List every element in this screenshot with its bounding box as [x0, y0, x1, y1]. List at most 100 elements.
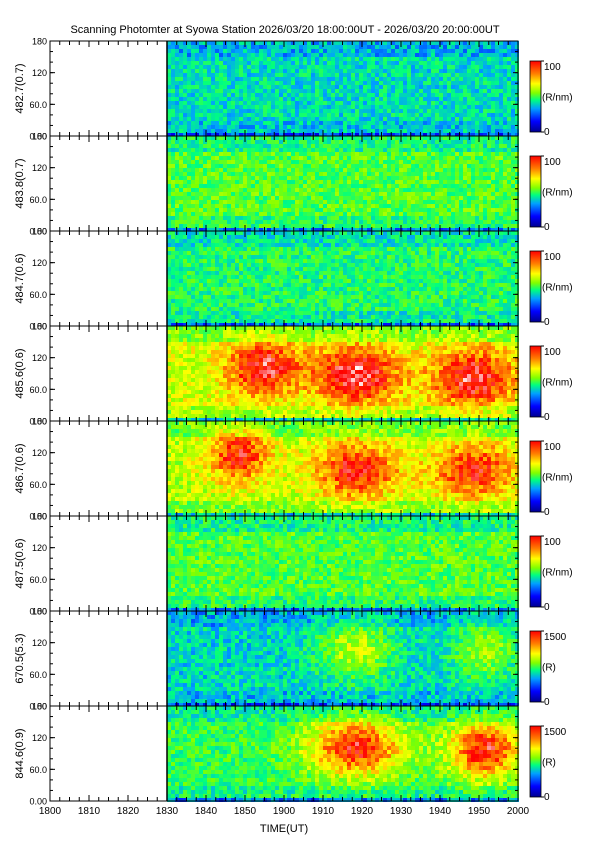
panel-2: 0.00 60.0 120 180 484.7(0.6) 100 (R/nm) 0 [14, 227, 573, 332]
panel-1: 0.00 60.0 120 180 483.8(0.7) 100 (R/nm) 0 [14, 132, 573, 237]
y-tick-label: 0.00 [29, 227, 47, 237]
y-tick-label: 120 [32, 448, 47, 458]
x-tick-label: 1910 [312, 806, 335, 817]
colorbar [529, 345, 542, 418]
colorbar [529, 250, 542, 323]
heatmap [167, 706, 519, 802]
colorbar [529, 630, 542, 703]
colorbar [529, 60, 542, 133]
x-tick-label: 1920 [351, 806, 374, 817]
y-tick-label: 0.00 [29, 702, 47, 712]
colorbar-max: 100 [544, 537, 561, 548]
y-tick-label: 0.00 [29, 132, 47, 142]
colorbar-min: 0 [544, 222, 550, 233]
x-tick-label: 1830 [156, 806, 179, 817]
colorbar-unit: (R/nm) [542, 473, 573, 484]
x-tick-label: 1940 [429, 806, 452, 817]
panel-6: 0.00 60.0 120 180 670.5(5.3) 1500 (R) 0 [14, 607, 567, 712]
panel-5: 0.00 60.0 120 180 487.5(0.6) 100 (R/nm) 0 [14, 512, 573, 617]
colorbar-min: 0 [544, 412, 550, 423]
colorbar-max: 100 [544, 157, 561, 168]
colorbar-min: 0 [544, 317, 550, 328]
panel-7: 0.00 60.0 120 180 844.6(0.9) 1500 (R) 0 [14, 702, 567, 807]
colorbar-max: 100 [544, 442, 561, 453]
panel-label: 670.5(5.3) [14, 633, 26, 683]
y-tick-label: 60.0 [29, 195, 47, 205]
y-tick-label: 180 [32, 322, 47, 332]
panel-label: 482.7(0.7) [14, 63, 26, 113]
panel-label: 844.6(0.9) [14, 728, 26, 778]
y-tick-label: 120 [32, 733, 47, 743]
y-tick-label: 60.0 [29, 765, 47, 775]
colorbar-unit: (R/nm) [542, 188, 573, 199]
colorbar-min: 0 [544, 507, 550, 518]
colorbar-max: 100 [544, 62, 561, 73]
y-tick-label: 60.0 [29, 670, 47, 680]
y-tick-label: 0.00 [29, 797, 47, 807]
colorbar-min: 0 [544, 602, 550, 613]
colorbar-unit: (R) [542, 758, 556, 769]
colorbar [529, 725, 542, 798]
y-tick-label: 180 [32, 607, 47, 617]
panel-3: 0.00 60.0 120 180 485.6(0.6) 100 (R/nm) 0 [14, 322, 573, 427]
panels-layer: 0.00 60.0 120 180 482.7(0.7) 100 (R/nm) 0 0.00 60… [14, 37, 573, 807]
x-axis-label: TIME(UT) [260, 823, 308, 835]
x-tick-label: 1840 [195, 806, 218, 817]
colorbar-min: 0 [544, 127, 550, 138]
colorbar-unit: (R) [542, 663, 556, 674]
y-tick-label: 120 [32, 353, 47, 363]
colorbar [529, 155, 542, 228]
panel-label: 483.8(0.7) [14, 158, 26, 208]
y-tick-label: 0.00 [29, 322, 47, 332]
x-tick-label: 1900 [273, 806, 296, 817]
colorbar [529, 535, 542, 608]
panel-label: 484.7(0.6) [14, 253, 26, 303]
colorbar-unit: (R/nm) [542, 283, 573, 294]
x-tick-label: 1950 [468, 806, 491, 817]
heatmap [167, 326, 519, 422]
heatmap [167, 231, 519, 327]
heatmap [167, 41, 519, 137]
colorbar-max: 100 [544, 347, 561, 358]
y-tick-label: 120 [32, 163, 47, 173]
x-tick-label: 1800 [39, 806, 62, 817]
y-tick-label: 180 [32, 417, 47, 427]
y-tick-label: 120 [32, 68, 47, 78]
heatmap [167, 611, 519, 707]
panel-label: 485.6(0.6) [14, 348, 26, 398]
x-tick-label: 1820 [117, 806, 140, 817]
y-tick-label: 0.00 [29, 417, 47, 427]
y-tick-label: 60.0 [29, 290, 47, 300]
y-tick-label: 60.0 [29, 385, 47, 395]
panel-4: 0.00 60.0 120 180 486.7(0.6) 100 (R/nm) 0 [14, 417, 573, 522]
panel-label: 486.7(0.6) [14, 443, 26, 493]
y-tick-label: 180 [32, 37, 47, 47]
colorbar-max: 100 [544, 252, 561, 263]
y-tick-label: 120 [32, 638, 47, 648]
panel-0: 0.00 60.0 120 180 482.7(0.7) 100 (R/nm) 0 [14, 37, 573, 142]
colorbar [529, 440, 542, 513]
y-tick-label: 60.0 [29, 575, 47, 585]
x-tick-label: 1930 [390, 806, 413, 817]
heatmap [167, 516, 519, 612]
y-tick-label: 60.0 [29, 480, 47, 490]
colorbar-max: 1500 [544, 727, 567, 738]
x-axis: 1800 1810 1820 1830 1840 1850 1900 1910 1920 1930… [39, 806, 530, 817]
y-tick-label: 180 [32, 132, 47, 142]
colorbar-unit: (R/nm) [542, 378, 573, 389]
x-tick-label: 1850 [234, 806, 257, 817]
y-tick-label: 120 [32, 258, 47, 268]
y-tick-label: 180 [32, 227, 47, 237]
y-tick-label: 180 [32, 702, 47, 712]
y-tick-label: 60.0 [29, 100, 47, 110]
panel-label: 487.5(0.6) [14, 538, 26, 588]
colorbar-min: 0 [544, 792, 550, 803]
colorbar-min: 0 [544, 697, 550, 708]
colorbar-unit: (R/nm) [542, 568, 573, 579]
chart-title: Scanning Photomter at Syowa Station 2026… [70, 24, 500, 36]
colorbar-max: 1500 [544, 632, 567, 643]
x-tick-label: 1810 [78, 806, 101, 817]
heatmap [167, 421, 519, 517]
x-tick-label: 2000 [507, 806, 530, 817]
